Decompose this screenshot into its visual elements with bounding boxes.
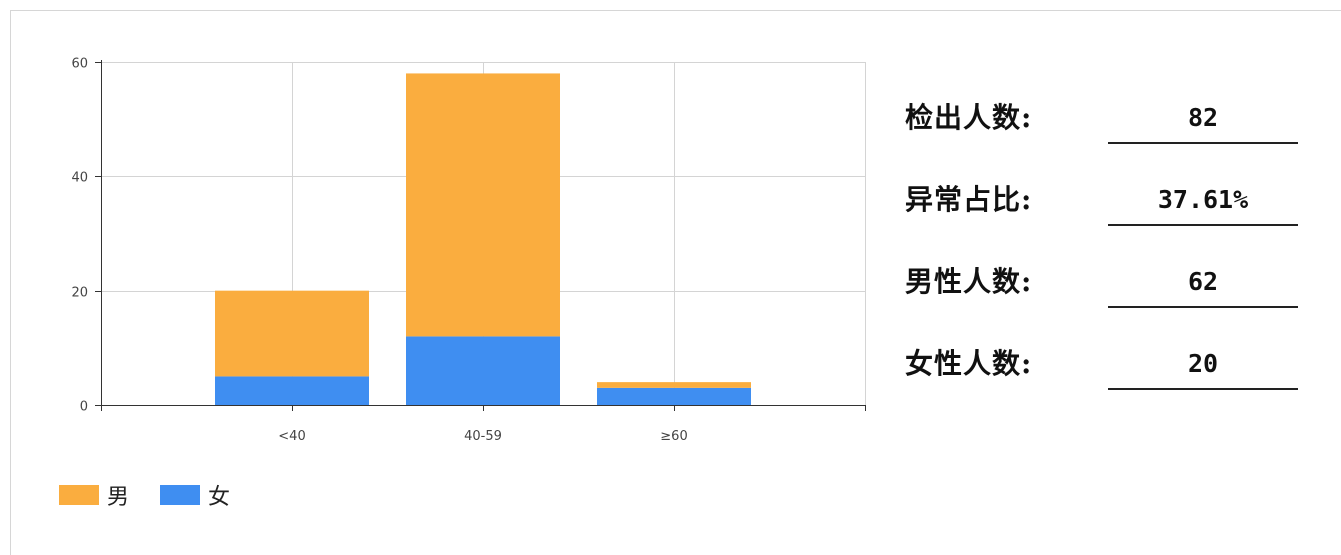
bar-segment <box>406 336 560 405</box>
stat-value: 62 <box>1108 260 1298 308</box>
bar-segment <box>215 290 369 377</box>
y-tick-label: 0 <box>80 400 88 415</box>
stat-row-female-count: 女性人数: 20 <box>905 342 1305 424</box>
stat-label: 男性人数: <box>905 265 1033 298</box>
stat-value: 37.61% <box>1108 178 1298 226</box>
bar-segment <box>597 382 751 388</box>
summary-stats: 检出人数: 82 异常占比: 37.61% 男性人数: 62 女性人数: 20 <box>905 96 1305 424</box>
stat-value: 20 <box>1108 342 1298 390</box>
stat-value: 82 <box>1108 96 1298 144</box>
y-tick-label: 60 <box>71 57 88 72</box>
legend-swatch <box>59 485 99 505</box>
stat-row-male-count: 男性人数: 62 <box>905 260 1305 342</box>
x-tick-label: 40-59 <box>464 429 502 444</box>
bar-segment <box>597 387 751 405</box>
bar-segment <box>406 73 560 337</box>
stat-label: 异常占比: <box>905 183 1033 216</box>
legend-label: 男 <box>107 485 129 510</box>
stat-row-abnormal-ratio: 异常占比: 37.61% <box>905 178 1305 260</box>
x-tick-label: <40 <box>278 429 305 444</box>
axes: 0 20 40 60 <40 40-59 ≥60 <box>71 57 866 444</box>
legend-label: 女 <box>208 485 230 510</box>
stacked-bar-chart: 0204060<40 40-59 ≥60 男女 <box>59 57 866 510</box>
y-tick-label: 40 <box>71 171 88 186</box>
stat-label: 女性人数: <box>905 347 1033 380</box>
y-tick-label: 20 <box>71 286 88 301</box>
bar-segment <box>215 376 369 405</box>
report-panel <box>10 10 1341 555</box>
legend: 男女 <box>59 485 230 510</box>
x-tick-label: ≥60 <box>660 429 687 444</box>
bars <box>215 73 751 405</box>
stat-label: 检出人数: <box>905 101 1033 134</box>
legend-swatch <box>160 485 200 505</box>
stat-row-detected-count: 检出人数: 82 <box>905 96 1305 178</box>
